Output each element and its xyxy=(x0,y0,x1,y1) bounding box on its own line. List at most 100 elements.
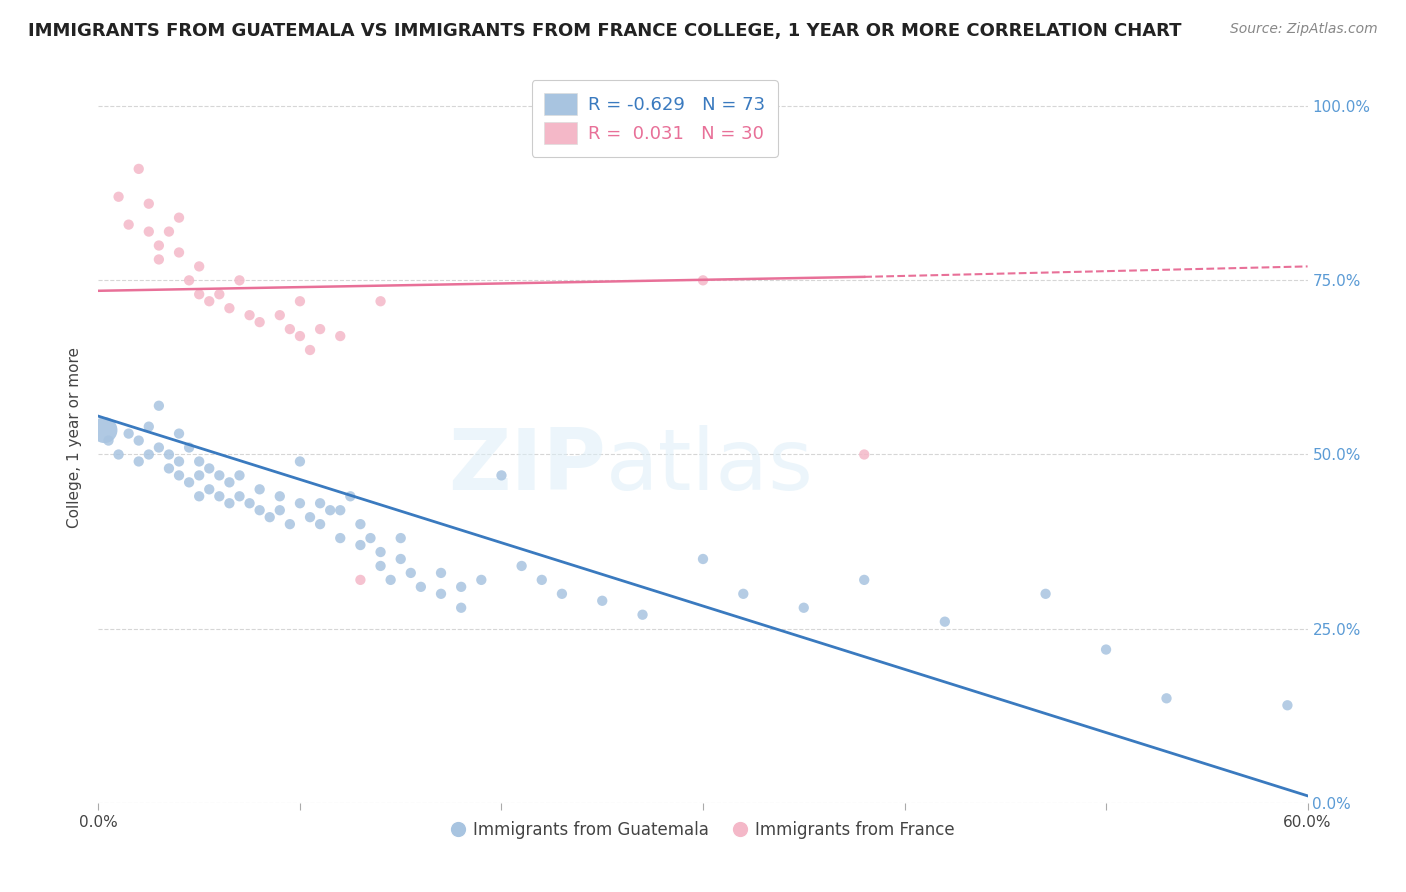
Point xyxy=(853,448,876,462)
Point xyxy=(107,190,129,204)
Point xyxy=(510,558,533,573)
Point xyxy=(793,600,815,615)
Point xyxy=(138,196,160,211)
Point xyxy=(239,308,262,322)
Point xyxy=(138,225,160,239)
Point xyxy=(188,287,211,301)
Point xyxy=(329,503,352,517)
Point xyxy=(118,218,141,232)
Point xyxy=(218,301,240,316)
Point xyxy=(107,448,129,462)
Point xyxy=(239,496,262,510)
Point xyxy=(97,434,120,448)
Point xyxy=(288,496,311,510)
Point xyxy=(249,483,271,497)
Point xyxy=(319,503,342,517)
Point xyxy=(218,475,240,490)
Point xyxy=(1277,698,1299,713)
Point xyxy=(179,475,201,490)
Point xyxy=(349,573,371,587)
Point xyxy=(380,573,402,587)
Point xyxy=(329,329,352,343)
Point xyxy=(167,245,190,260)
Point xyxy=(692,552,714,566)
Point xyxy=(278,322,301,336)
Point xyxy=(853,573,876,587)
Point xyxy=(93,423,115,437)
Point xyxy=(370,558,392,573)
Point xyxy=(188,489,211,503)
Point xyxy=(138,419,160,434)
Point xyxy=(389,552,412,566)
Point xyxy=(188,468,211,483)
Point xyxy=(179,273,201,287)
Point xyxy=(128,161,150,176)
Point xyxy=(198,294,221,309)
Point xyxy=(228,273,250,287)
Point xyxy=(188,454,211,468)
Point xyxy=(128,454,150,468)
Point xyxy=(288,294,311,309)
Point xyxy=(188,260,211,274)
Point xyxy=(1035,587,1057,601)
Point xyxy=(249,503,271,517)
Point xyxy=(148,238,170,252)
Point xyxy=(288,329,311,343)
Point xyxy=(1156,691,1178,706)
Point xyxy=(198,461,221,475)
Point xyxy=(1095,642,1118,657)
Point xyxy=(138,448,160,462)
Y-axis label: College, 1 year or more: College, 1 year or more xyxy=(67,347,83,527)
Point xyxy=(349,538,371,552)
Point xyxy=(349,517,371,532)
Point xyxy=(329,531,352,545)
Point xyxy=(551,587,574,601)
Point xyxy=(360,531,382,545)
Point xyxy=(409,580,432,594)
Point xyxy=(208,468,231,483)
Point xyxy=(339,489,361,503)
Point xyxy=(128,434,150,448)
Point xyxy=(259,510,281,524)
Point xyxy=(430,566,453,580)
Point xyxy=(430,587,453,601)
Point xyxy=(157,225,180,239)
Point xyxy=(157,461,180,475)
Point xyxy=(299,343,322,357)
Text: atlas: atlas xyxy=(606,425,814,508)
Point xyxy=(591,594,613,608)
Point xyxy=(167,426,190,441)
Point xyxy=(530,573,553,587)
Point xyxy=(148,399,170,413)
Point xyxy=(288,454,311,468)
Point xyxy=(218,496,240,510)
Point xyxy=(249,315,271,329)
Point xyxy=(278,517,301,532)
Point xyxy=(198,483,221,497)
Point xyxy=(309,517,332,532)
Point xyxy=(118,426,141,441)
Point xyxy=(309,322,332,336)
Point xyxy=(208,287,231,301)
Point xyxy=(148,252,170,267)
Point xyxy=(309,496,332,510)
Point xyxy=(631,607,654,622)
Point xyxy=(167,211,190,225)
Point xyxy=(148,441,170,455)
Point xyxy=(269,503,291,517)
Point xyxy=(733,587,755,601)
Point xyxy=(228,489,250,503)
Point xyxy=(269,489,291,503)
Point xyxy=(269,308,291,322)
Point xyxy=(934,615,956,629)
Point xyxy=(692,273,714,287)
Point xyxy=(208,489,231,503)
Point xyxy=(470,573,492,587)
Legend: Immigrants from Guatemala, Immigrants from France: Immigrants from Guatemala, Immigrants fr… xyxy=(444,814,962,846)
Text: IMMIGRANTS FROM GUATEMALA VS IMMIGRANTS FROM FRANCE COLLEGE, 1 YEAR OR MORE CORR: IMMIGRANTS FROM GUATEMALA VS IMMIGRANTS … xyxy=(28,22,1181,40)
Point xyxy=(450,580,472,594)
Point xyxy=(491,468,513,483)
Point xyxy=(370,545,392,559)
Point xyxy=(370,294,392,309)
Point xyxy=(167,454,190,468)
